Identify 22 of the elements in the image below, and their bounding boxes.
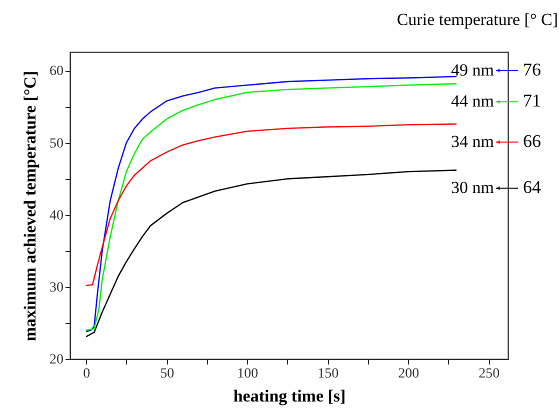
x-tick-label: 250	[478, 366, 500, 382]
x-tick-label: 0	[83, 366, 90, 382]
y-tick-label: 20	[50, 352, 64, 368]
text: Curie temperature [° C]	[396, 10, 558, 29]
x-tick-label: 150	[318, 366, 339, 382]
text: 66	[523, 131, 541, 152]
x-tick-label: 200	[398, 366, 420, 382]
text: 64	[523, 177, 541, 198]
legend-label: 30 nm	[451, 178, 494, 198]
y-tick-label: 30	[50, 280, 64, 296]
y-tick-label: 50	[50, 136, 64, 152]
legend-label: 44 nm	[451, 92, 494, 111]
text: 76	[523, 60, 541, 80]
x-tick-label: 50	[160, 366, 174, 382]
legend-label: 34 nm	[451, 132, 494, 152]
x-axis-title: heating time [s]	[233, 386, 346, 406]
y-tick-label: 40	[50, 208, 64, 224]
x-tick-label: 100	[237, 366, 258, 382]
text: 71	[523, 90, 541, 111]
legend-label: 49 nm	[451, 60, 494, 80]
y-axis-title: maximum achieved temperature [°C]	[20, 70, 40, 342]
y-tick-label: 60	[50, 64, 64, 80]
